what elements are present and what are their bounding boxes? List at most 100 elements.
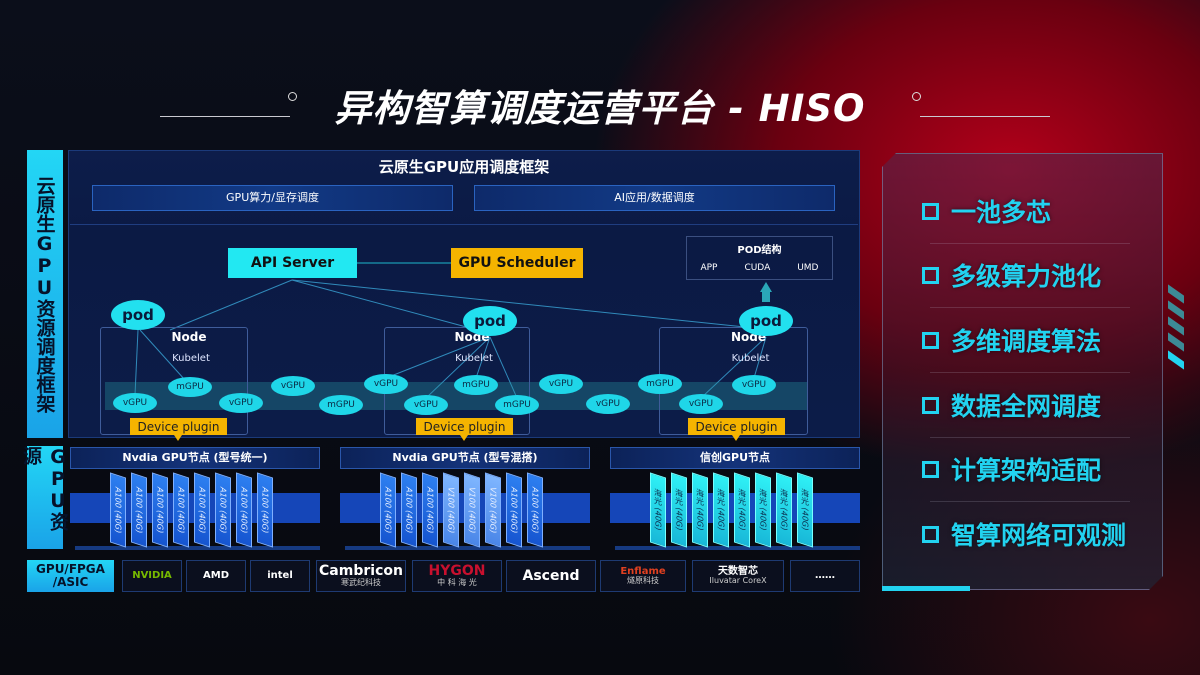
checkbox-icon (922, 202, 939, 220)
vendor-subtitle: 燧原科技 (627, 576, 659, 586)
vendor-name: HYGON (428, 563, 486, 580)
title-decor-dot-left (288, 92, 297, 101)
title-decor-line-left (160, 116, 290, 117)
feature-item: 多维调度算法 (922, 322, 1101, 358)
feature-label: 一池多芯 (951, 198, 1052, 227)
vendor-name: 天数智芯 (718, 565, 758, 577)
gpu-card: 海光 (40G) (650, 472, 666, 548)
device-plugin-box: Device plugin (416, 418, 513, 435)
vgpu-ellipse: vGPU (219, 393, 263, 413)
mgpu-ellipse: mGPU (495, 395, 539, 415)
gpu-card: 海光 (40G) (713, 472, 729, 548)
vgpu-ellipse: vGPU (732, 375, 776, 395)
vgpu-ellipse: vGPU (404, 395, 448, 415)
feature-label: 数据全网调度 (951, 392, 1102, 421)
pod-structure-box: POD结构 APP CUDA UMD (686, 236, 833, 280)
pod-structure-app: APP (700, 263, 718, 273)
gpu-card: A100 (40G) (152, 472, 168, 548)
mgpu-ellipse: mGPU (454, 375, 498, 395)
vendor-logo-nvidia: NVIDIA (122, 560, 182, 592)
gpu-card: V100 (40G) (443, 472, 459, 548)
gpu-card: V100 (40G) (464, 472, 480, 548)
kubelet-label: Kubelet (731, 353, 770, 364)
mgpu-ellipse: mGPU (319, 395, 363, 415)
vgpu-ellipse: vGPU (679, 394, 723, 414)
kubelet-label: Kubelet (455, 353, 493, 364)
gpu-node-floor (345, 546, 590, 550)
gpu-node-header: 信创GPU节点 (610, 447, 860, 469)
vgpu-ellipse: vGPU (539, 374, 583, 394)
pod-ellipse: pod (111, 300, 165, 330)
checkbox-icon (922, 460, 939, 478)
vendor-subtitle: Iluvatar CoreX (709, 576, 767, 586)
vendor-logo-hygon: HYGON 中 科 海 光 (412, 560, 502, 592)
gpu-card: 海光 (40G) (797, 472, 813, 548)
gpu-card: 海光 (40G) (734, 472, 750, 548)
vgpu-ellipse: vGPU (271, 376, 315, 396)
vendor-name: Cambricon (319, 563, 403, 580)
vgpu-ellipse: vGPU (364, 374, 408, 394)
panel-accent (882, 586, 970, 591)
gpu-card: A100 (40G) (527, 472, 543, 548)
checkbox-icon (922, 525, 939, 543)
vendor-logo-cambricon: Cambricon 寒武纪科技 (316, 560, 406, 592)
arrow-down-icon (174, 435, 182, 441)
pod-ellipse: pod (739, 306, 793, 336)
feature-divider (930, 243, 1130, 244)
api-server-box: API Server (228, 248, 357, 278)
gpu-card: V100 (40G) (485, 472, 501, 548)
gpu-card: 海光 (40G) (671, 472, 687, 548)
gpu-node-header: Nvdia GPU节点 (型号统一) (70, 447, 320, 469)
arrow-down-icon (460, 435, 468, 441)
pod-structure-umd: UMD (797, 263, 819, 273)
gpu-node-floor (75, 546, 320, 550)
vendor-logo-enflame: Enflame 燧原科技 (600, 560, 686, 592)
gpu-card: A100 (40G) (215, 472, 231, 548)
feature-divider (930, 307, 1130, 308)
vendor-name: Ascend (522, 567, 580, 584)
feature-divider (930, 372, 1130, 373)
feature-divider (930, 437, 1130, 438)
vendor-logo-ascend: Ascend (506, 560, 596, 592)
vendor-name: AMD (203, 569, 229, 581)
page-title: 异构智算调度运营平台 - HISO (334, 87, 866, 130)
vendor-logo-amd: AMD (186, 560, 246, 592)
checkbox-icon (922, 331, 939, 349)
chips-side-label: GPU/FPGA /ASIC (27, 560, 114, 592)
mgpu-ellipse: mGPU (638, 374, 682, 394)
feature-label: 智算网络可观测 (951, 521, 1127, 550)
gpu-card: A100 (40G) (380, 472, 396, 548)
mgpu-ellipse: mGPU (168, 377, 212, 397)
feature-label: 多维调度算法 (951, 327, 1102, 356)
pod-structure-arrow-icon (760, 282, 772, 292)
vendor-name: NVIDIA (132, 569, 172, 581)
gpu-card: A100 (40G) (194, 472, 210, 548)
kubelet-label: Kubelet (172, 353, 210, 364)
gpu-card: A100 (40G) (422, 472, 438, 548)
gpu-scheduler-box: GPU Scheduler (451, 248, 583, 278)
ai-data-scheduling-bar: AI应用/数据调度 (474, 185, 835, 211)
vendor-subtitle: 寒武纪科技 (341, 578, 381, 588)
arrow-down-icon (732, 435, 740, 441)
pod-structure-title: POD结构 (737, 245, 782, 256)
vgpu-ellipse: vGPU (113, 393, 157, 413)
vendor-logo-intel: intel (250, 560, 310, 592)
gpu-card: A100 (40G) (401, 472, 417, 548)
title-decor-dot-right (912, 92, 921, 101)
gpu-card: A100 (40G) (236, 472, 252, 548)
gpu-card: A100 (40G) (173, 472, 189, 548)
feature-item: 多级算力池化 (922, 257, 1101, 293)
gpu-node-header: Nvdia GPU节点 (型号混搭) (340, 447, 590, 469)
node-label: Node (171, 330, 207, 344)
vendor-name: intel (267, 569, 293, 581)
pod-ellipse: pod (463, 306, 517, 336)
vendor-subtitle: 中 科 海 光 (437, 578, 477, 588)
gpu-card: A100 (40G) (131, 472, 147, 548)
feature-label: 多级算力池化 (951, 262, 1102, 291)
framework-side-label: 云原生GPU资源调度框架 (27, 150, 63, 438)
gpu-card: 海光 (40G) (692, 472, 708, 548)
title-decor-line-right (920, 116, 1050, 117)
vendor-logo-: 天数智芯 Iluvatar CoreX (692, 560, 784, 592)
gpu-card: A100 (40G) (506, 472, 522, 548)
